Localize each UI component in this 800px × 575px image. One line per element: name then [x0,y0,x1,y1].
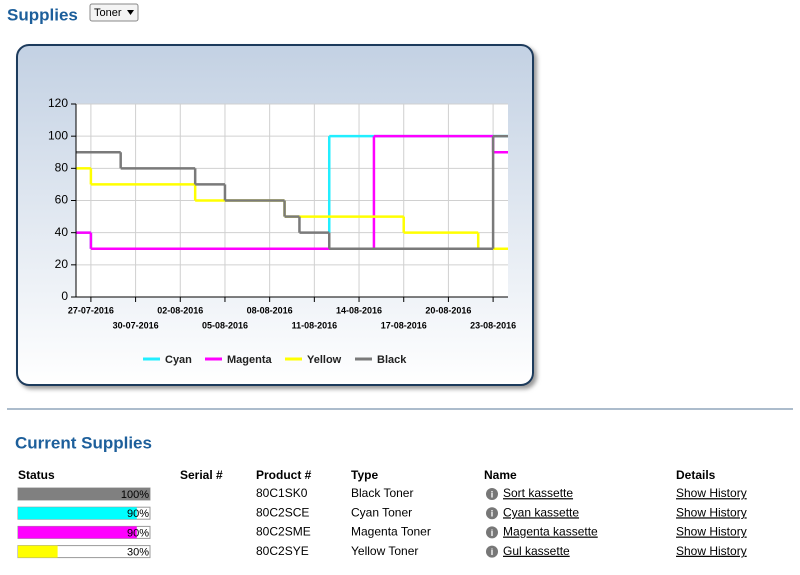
type: Black Toner [351,486,413,500]
product: 80C2SCE [256,505,309,519]
info-icon[interactable] [486,526,498,539]
section-title: Current Supplies [15,433,152,452]
legend-label: Magenta [227,354,273,366]
column-header: Product # [256,468,312,482]
status-bar [18,526,137,539]
supply-name-link[interactable]: Gul kassette [503,544,570,558]
info-icon[interactable] [486,545,498,558]
x-tick-label: 20-08-2016 [425,305,471,315]
type: Yellow Toner [351,544,418,558]
status-label: 90% [127,527,149,539]
legend-label: Cyan [165,354,192,366]
dropdown-box[interactable] [89,3,139,22]
supply-name-link[interactable]: Cyan kassette [503,505,579,519]
y-tick-label: 60 [55,193,69,207]
show-history-link[interactable]: Show History [676,505,747,519]
info-i: i [491,528,494,538]
type: Magenta Toner [351,525,431,539]
y-tick-label: 120 [48,96,68,110]
status-label: 90% [127,508,149,520]
supply-name-link[interactable]: Sort kassette [503,486,573,500]
info-icon[interactable] [486,507,498,520]
legend-label: Yellow [307,354,342,366]
y-tick-label: 80 [55,161,69,175]
status-label: 30% [127,547,149,559]
status-bar [18,545,58,558]
show-history-link[interactable]: Show History [676,544,747,558]
status-label: 100% [121,489,149,501]
y-tick-label: 0 [61,289,68,303]
dropdown-text[interactable]: Toner [94,7,122,19]
x-tick-label: 23-08-2016 [470,320,516,330]
info-i: i [491,489,494,499]
x-tick-label: 05-08-2016 [202,320,248,330]
product: 80C2SME [256,525,311,539]
x-tick-label: 30-07-2016 [113,320,159,330]
column-header: Details [676,468,716,482]
info-i: i [491,547,494,557]
column-header: Type [351,468,378,482]
legend-label: Black [377,354,407,366]
y-tick-label: 20 [55,257,69,271]
status-bar [18,507,137,520]
show-history-link[interactable]: Show History [676,525,747,539]
x-tick-label: 17-08-2016 [381,320,427,330]
supply-name-link[interactable]: Magenta kassette [503,525,598,539]
info-icon[interactable] [486,488,498,500]
type: Cyan Toner [351,505,412,519]
y-tick-label: 40 [55,225,69,239]
column-header: Name [484,468,517,482]
x-tick-label: 14-08-2016 [336,305,382,315]
y-tick-label: 100 [48,128,68,142]
x-tick-label: 02-08-2016 [157,305,203,315]
x-tick-label: 11-08-2016 [292,320,338,330]
dropdown[interactable]: Toner [89,3,139,22]
x-tick-label: 08-08-2016 [247,305,293,315]
column-header: Serial # [180,468,223,482]
product: 80C2SYE [256,544,309,558]
show-history-link[interactable]: Show History [676,486,747,500]
column-header: Status [18,468,55,482]
status-bar [18,488,150,500]
info-i: i [491,509,494,519]
page-title: Supplies [7,5,78,24]
dropdown-arrow[interactable] [127,10,134,15]
x-tick-label: 27-07-2016 [68,305,114,315]
product: 80C1SK0 [256,486,308,500]
